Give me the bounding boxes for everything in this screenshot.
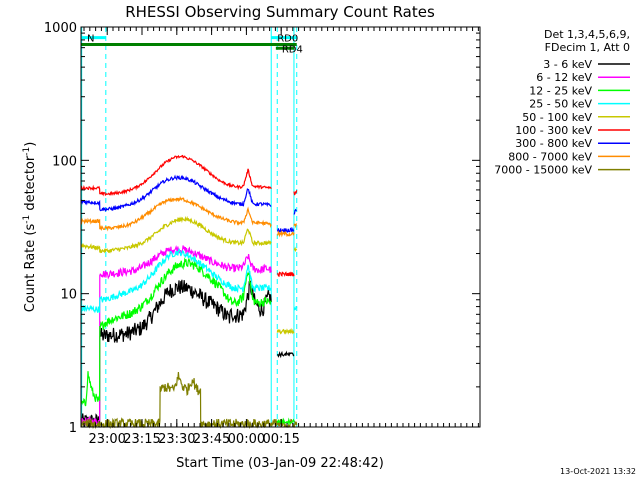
series-line	[80, 279, 272, 428]
series-segment	[293, 190, 298, 196]
flag-label: RD4	[282, 44, 303, 55]
series-line	[80, 257, 272, 407]
y-axis-label: Count Rate (s-1 detector-1)	[22, 142, 38, 313]
legend-label: 50 - 100 keV	[522, 111, 592, 124]
series-segment	[293, 208, 297, 215]
x-tick-label: 23:45	[193, 432, 230, 447]
series-line	[80, 154, 272, 197]
x-tick-label: 23:00	[88, 432, 125, 447]
legend-label: 6 - 12 keV	[536, 71, 592, 84]
legend-label: 12 - 25 keV	[529, 84, 592, 97]
y-tick-label: 100	[52, 154, 77, 169]
series-line	[80, 372, 298, 430]
legend-label: 3 - 6 keV	[543, 58, 592, 71]
x-tick-label: 00:15	[262, 432, 299, 447]
legend-label: 100 - 300 keV	[515, 124, 592, 137]
legend-header-line-2: FDecim 1, Att 0	[545, 41, 630, 54]
lines-layer	[80, 27, 298, 430]
flag-label: N	[87, 34, 94, 45]
footer-date: 13-Oct-2021 13:32	[560, 467, 636, 476]
legend-label: 300 - 800 keV	[515, 137, 592, 150]
x-tick-label: 23:30	[158, 432, 195, 447]
y-tick-label: 1000	[44, 21, 77, 36]
series-segment	[293, 223, 298, 229]
y-tick-label: 10	[60, 288, 77, 303]
series-segment	[277, 350, 295, 359]
series-line	[80, 244, 272, 427]
series-segment	[276, 226, 295, 234]
series-segment	[276, 417, 295, 426]
y-tick-label: 1	[69, 421, 77, 436]
series-line	[80, 248, 272, 314]
chart-title: RHESSI Observing Summary Count Rates	[125, 3, 435, 21]
series-segment	[293, 246, 298, 253]
series-line	[80, 215, 272, 254]
x-tick-label: 23:15	[123, 432, 160, 447]
series-segment	[293, 306, 298, 311]
legend-label: 800 - 7000 keV	[508, 150, 592, 163]
series-line	[80, 196, 272, 232]
plot-frame	[80, 26, 481, 428]
legend-label: 25 - 50 keV	[529, 98, 592, 111]
series-segment	[277, 271, 295, 278]
legend-label: 7000 - 15000 keV	[494, 164, 592, 177]
series-segment	[276, 327, 295, 335]
series-line	[80, 174, 272, 212]
legend-header-line-1: Det 1,3,4,5,6,9,	[544, 28, 630, 41]
x-tick-label: 00:00	[228, 432, 265, 447]
x-axis-label: Start Time (03-Jan-09 22:48:42)	[176, 456, 384, 471]
series-segment	[276, 229, 295, 238]
flag-label: RD0	[277, 34, 298, 45]
